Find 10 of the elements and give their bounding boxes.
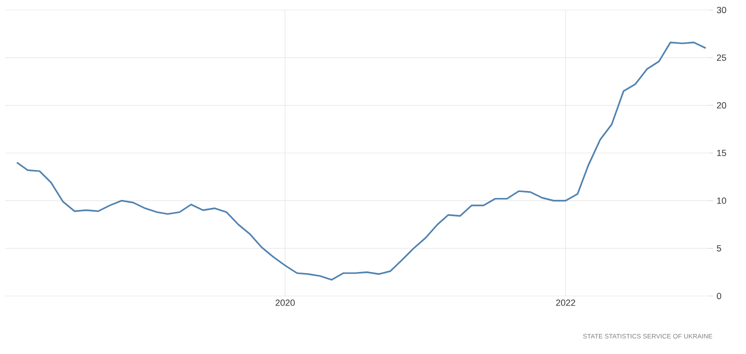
y-tick-label: 0: [716, 292, 722, 300]
y-tick-label: 25: [716, 54, 726, 61]
y-tick-label: 5: [716, 245, 722, 252]
y-tick-label: 15: [717, 150, 726, 156]
y-tick-label: 10: [717, 197, 726, 204]
x-tick-label: 2020: [276, 300, 295, 306]
y-tick-label: 30: [716, 6, 726, 14]
line-series: [16, 42, 707, 281]
y-tick-label: 20: [716, 102, 726, 109]
x-tick-label: 2022: [556, 300, 576, 306]
